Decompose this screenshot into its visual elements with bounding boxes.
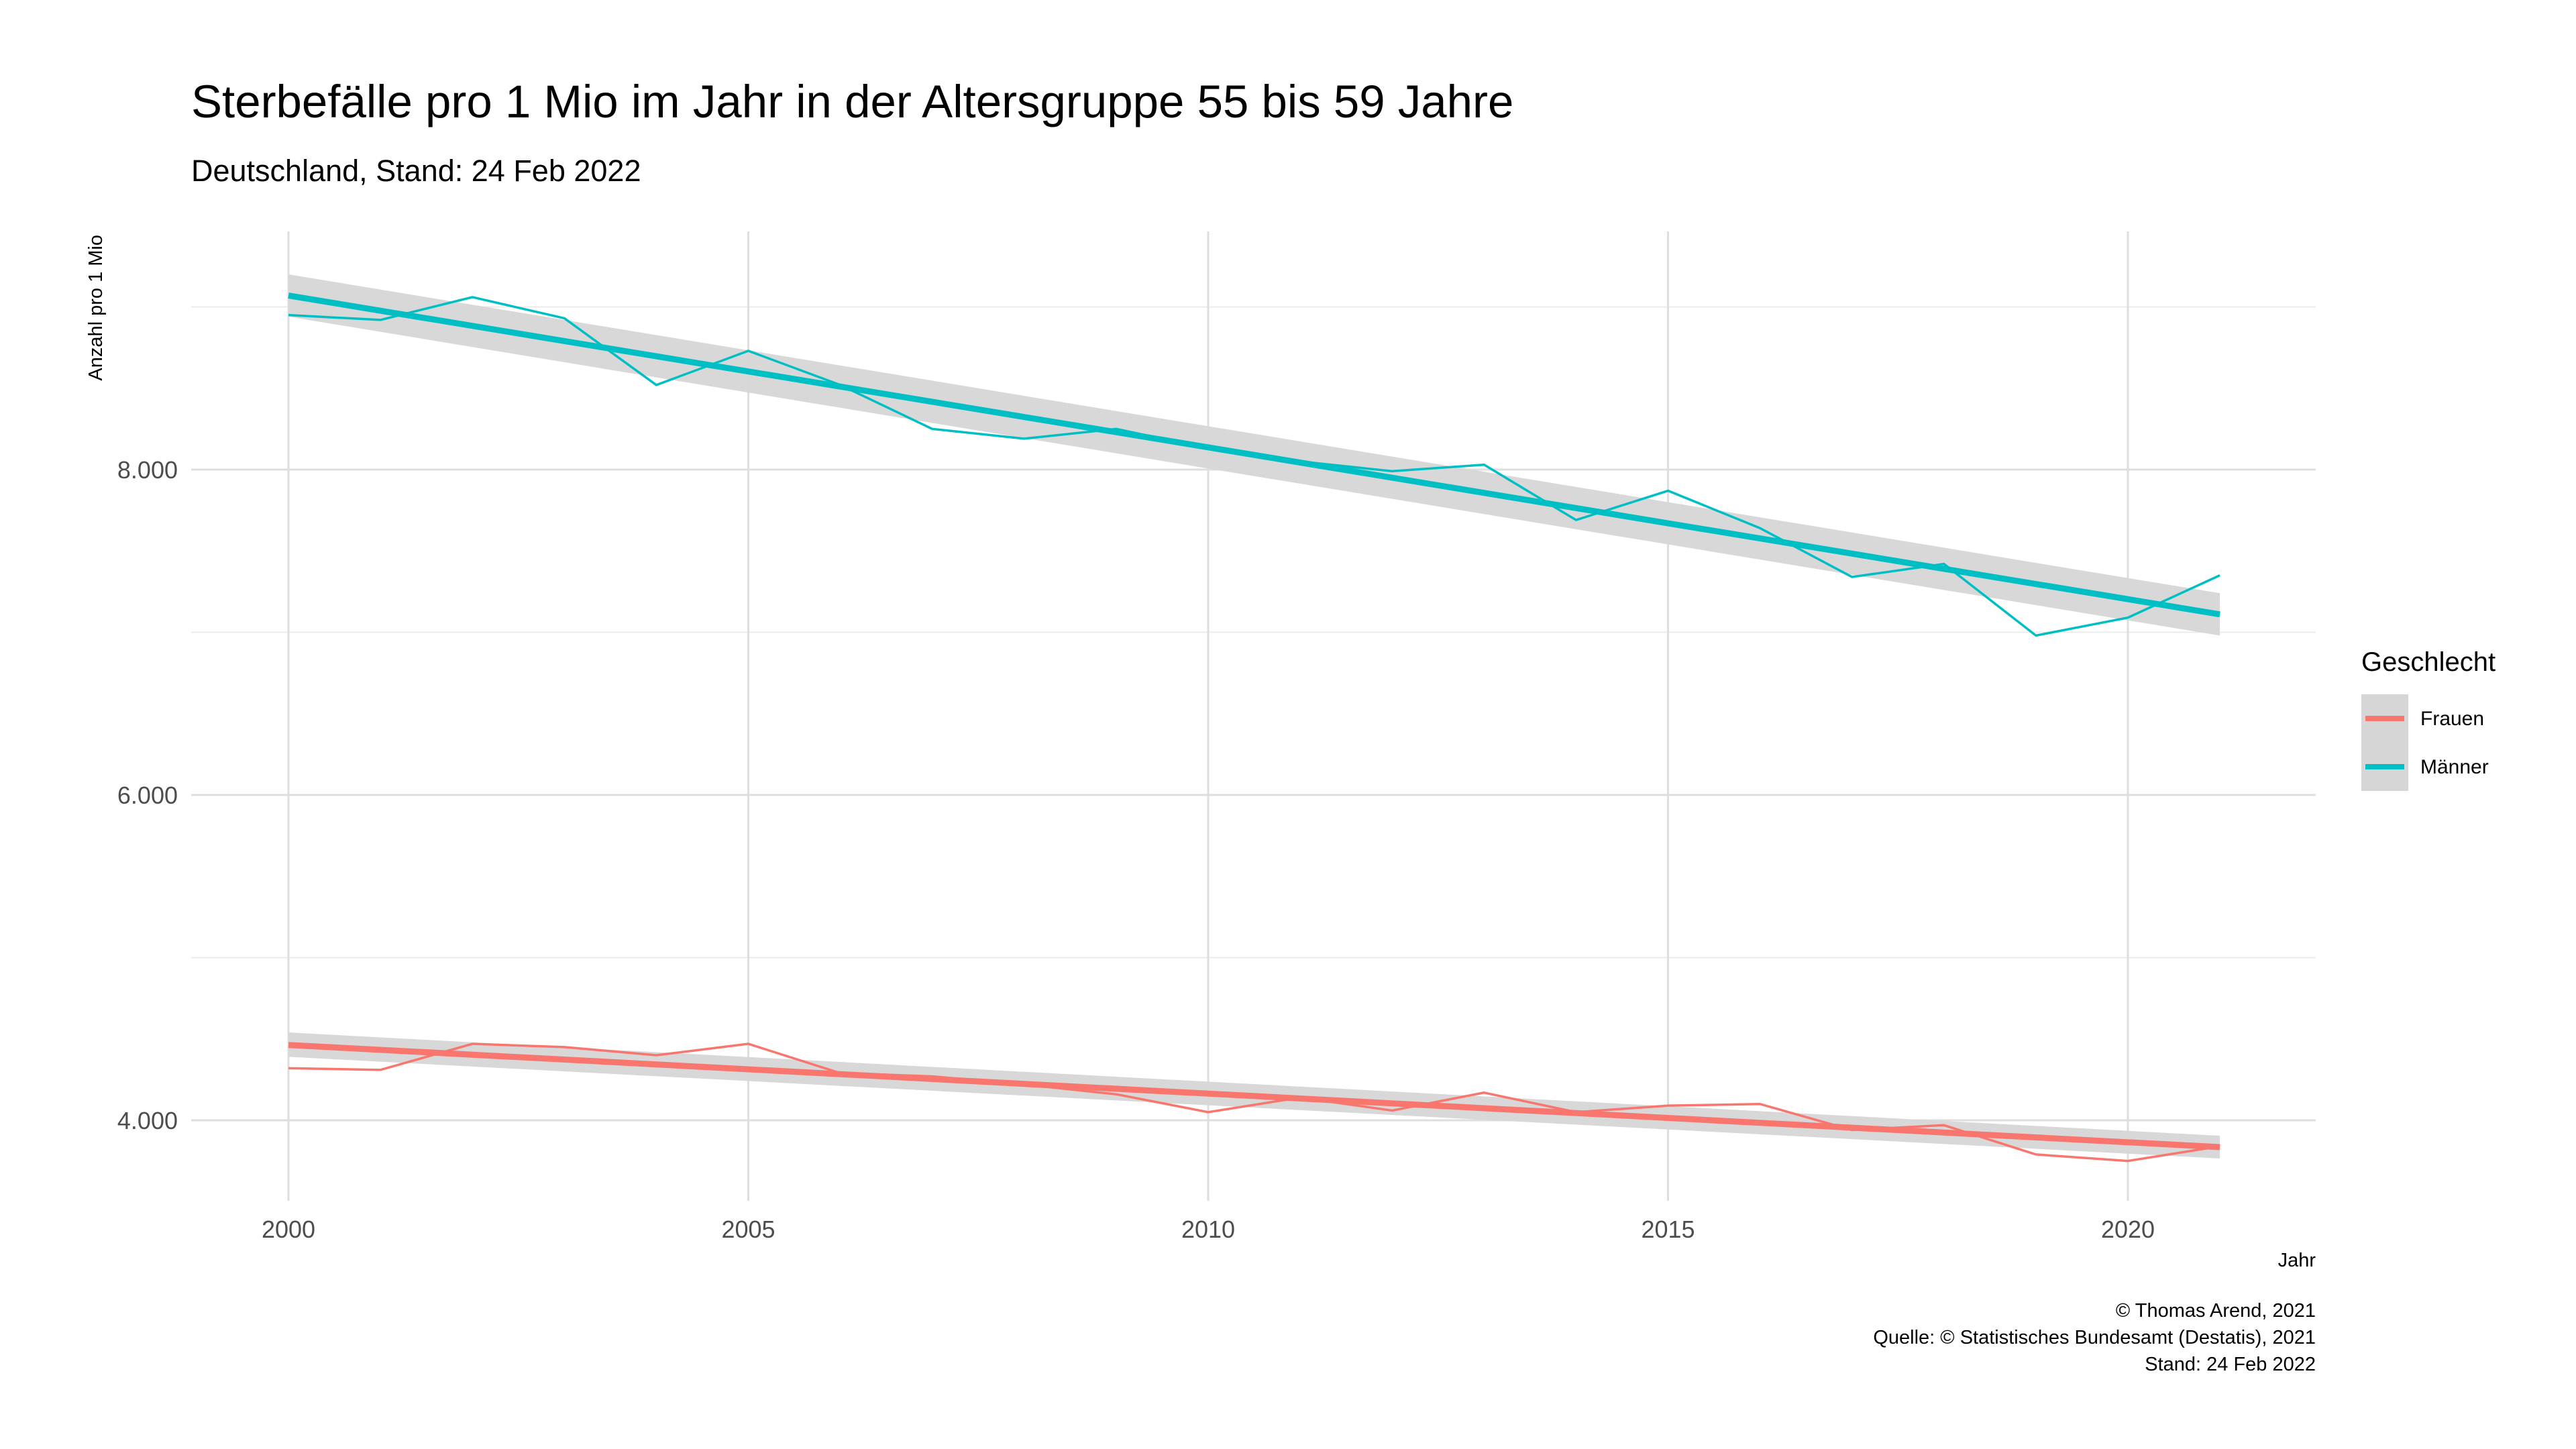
y-axis-label: Anzahl pro 1 Mio bbox=[85, 235, 107, 381]
x-tick-label: 2010 bbox=[1181, 1216, 1235, 1243]
confidence-bands bbox=[288, 274, 2220, 1159]
x-axis-label: Jahr bbox=[2278, 1250, 2316, 1271]
y-tick-label: 4.000 bbox=[117, 1107, 178, 1134]
y-tick-label: 8.000 bbox=[117, 456, 178, 484]
chart-subtitle: Deutschland, Stand: 24 Feb 2022 bbox=[191, 154, 641, 188]
legend-items: Frauen Männer bbox=[2361, 694, 2489, 791]
legend-item-frauen: Frauen bbox=[2361, 694, 2484, 743]
x-tick-label: 2020 bbox=[2101, 1216, 2155, 1243]
x-tick-label: 2015 bbox=[1641, 1216, 1695, 1243]
y-tick-label: 6.000 bbox=[117, 782, 178, 809]
x-axis-ticks: 2000 2005 2010 2015 2020 bbox=[262, 1216, 2155, 1243]
legend-label: Frauen bbox=[2420, 708, 2484, 730]
trend-lines bbox=[288, 292, 2220, 1150]
x-tick-label: 2000 bbox=[262, 1216, 315, 1243]
legend-label: Männer bbox=[2420, 756, 2489, 778]
legend-item-männer: Männer bbox=[2361, 743, 2489, 791]
chart-title: Sterbefälle pro 1 Mio im Jahr in der Alt… bbox=[191, 76, 1513, 127]
x-tick-label: 2005 bbox=[721, 1216, 775, 1243]
y-axis-ticks: 4.000 6.000 8.000 bbox=[117, 456, 178, 1134]
trend-line-männer bbox=[288, 292, 2220, 618]
trend-line-frauen bbox=[288, 1042, 2220, 1150]
legend-title: Geschlecht bbox=[2361, 647, 2496, 677]
legend: Geschlecht Frauen Männer bbox=[2361, 647, 2496, 791]
series-lines bbox=[288, 296, 2220, 1163]
caption-author: © Thomas Arend, 2021 bbox=[2116, 1300, 2316, 1322]
caption: © Thomas Arend, 2021 Quelle: © Statistis… bbox=[1873, 1300, 2316, 1375]
caption-source: Quelle: © Statistisches Bundesamt (Desta… bbox=[1873, 1327, 2316, 1348]
caption-date: Stand: 24 Feb 2022 bbox=[2145, 1354, 2316, 1375]
